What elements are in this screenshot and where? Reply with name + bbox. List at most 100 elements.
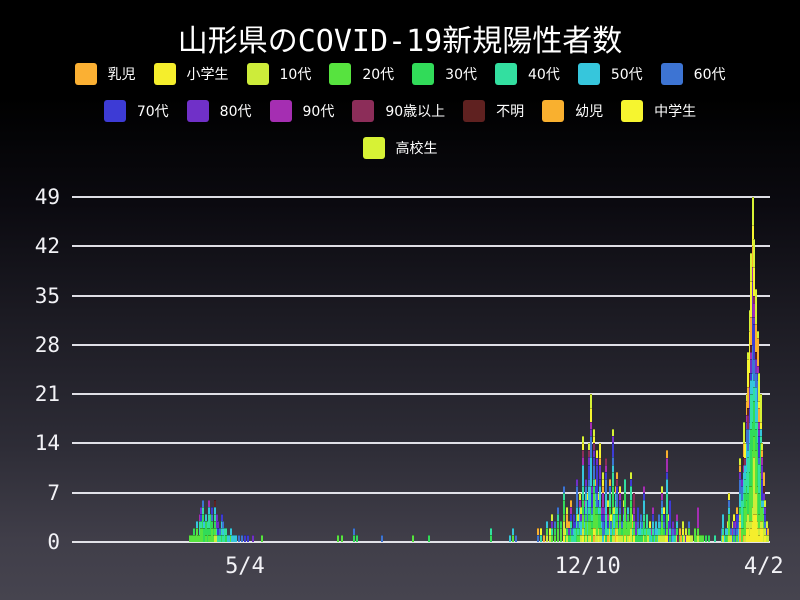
- legend-swatch-icon: [153, 63, 176, 85]
- bar-segment: [564, 527, 567, 535]
- bar-segment: [588, 513, 591, 521]
- bar-segment: [214, 534, 217, 542]
- bar-segment: [589, 436, 592, 458]
- bar-segment: [650, 527, 653, 535]
- bar-segment: [751, 267, 754, 282]
- legend-swatch-icon: [362, 137, 385, 159]
- stacked-bar: [201, 499, 204, 542]
- bar-segment: [764, 520, 767, 528]
- bar-segment: [748, 309, 751, 331]
- bar-segment: [589, 422, 592, 430]
- bar-segment: [588, 506, 591, 514]
- bar-segment: [600, 534, 603, 542]
- bar-segment: [754, 422, 757, 430]
- bar-segment: [580, 534, 583, 542]
- bar-segment: [613, 513, 616, 528]
- bar-segment: [592, 527, 595, 535]
- bar-segment: [596, 492, 599, 507]
- bar-segment: [591, 506, 594, 514]
- stacked-bar: [220, 513, 223, 542]
- bar-segment: [762, 506, 765, 514]
- bar-segment: [670, 534, 673, 542]
- stacked-bar: [490, 527, 493, 542]
- bar-segment: [606, 527, 609, 535]
- bar-segment: [736, 527, 739, 535]
- stacked-bar: [636, 506, 639, 542]
- bar-segment: [606, 513, 609, 521]
- bar-segment: [630, 485, 633, 500]
- bar-segment: [756, 443, 759, 486]
- stacked-bar: [222, 520, 225, 542]
- bar-segment: [635, 520, 637, 535]
- bar-segment: [652, 520, 655, 528]
- bar-segment: [627, 513, 630, 521]
- stacked-bar: [617, 513, 620, 542]
- bar-segment: [600, 520, 603, 528]
- stacked-bar: [198, 513, 201, 542]
- bar-segment: [619, 506, 622, 514]
- stacked-bar: [211, 506, 214, 542]
- bar-segment: [754, 323, 757, 352]
- stacked-bar: [627, 506, 630, 542]
- bar-segment: [761, 527, 764, 542]
- bar-segment: [553, 520, 556, 528]
- bar-segment: [577, 527, 580, 535]
- stacked-bar: [594, 478, 597, 542]
- bar-segment: [614, 513, 617, 528]
- bar-segment: [767, 527, 770, 535]
- bar-segment: [620, 534, 623, 542]
- bar-segment: [739, 506, 742, 514]
- bar-segment: [557, 520, 560, 528]
- bar-segment: [661, 485, 664, 493]
- bar-segment: [247, 534, 250, 542]
- bar-segment: [664, 527, 667, 535]
- bar-segment: [747, 513, 750, 528]
- stacked-bar: [689, 534, 692, 542]
- stacked-bar: [209, 513, 212, 542]
- y-axis-tick-label: 7: [47, 480, 60, 505]
- bar-segment: [201, 506, 204, 514]
- bar-segment: [762, 513, 765, 528]
- bar-segment: [591, 520, 594, 528]
- bar-segment: [625, 527, 628, 542]
- bar-segment: [747, 527, 750, 542]
- stacked-bar: [767, 527, 770, 542]
- bar-segment: [592, 450, 595, 458]
- stacked-bar: [412, 534, 415, 542]
- bar-segment: [748, 330, 751, 373]
- bar-segment: [649, 527, 652, 542]
- bar-segment: [624, 534, 627, 542]
- bar-segment: [353, 534, 355, 542]
- bar-segment: [569, 506, 572, 514]
- stacked-bar: [212, 527, 215, 542]
- bar-segment: [652, 527, 655, 535]
- bar-segment: [733, 513, 736, 521]
- bar-segment: [594, 527, 597, 542]
- stacked-bar: [624, 478, 627, 542]
- bar-segment: [616, 513, 619, 521]
- stacked-bar: [611, 429, 614, 542]
- bar-segment: [753, 323, 756, 359]
- bar-segment: [756, 422, 759, 444]
- stacked-bar: [622, 499, 625, 542]
- y-axis-tick-label: 49: [34, 185, 60, 209]
- legend-item: 20代: [329, 63, 394, 85]
- stacked-bar: [585, 478, 588, 542]
- stacked-bar: [765, 520, 768, 542]
- bar-segment: [585, 534, 588, 542]
- bar-segment: [211, 520, 214, 528]
- bar-segment: [733, 527, 736, 535]
- bar-segment: [610, 513, 613, 521]
- bar-segment: [745, 485, 748, 500]
- bar-segment: [189, 534, 192, 542]
- bar-segment: [578, 499, 581, 507]
- bar-segment: [633, 492, 636, 507]
- bar-segment: [536, 527, 539, 535]
- bar-segment: [200, 527, 203, 542]
- legend-label: 10代: [279, 67, 312, 83]
- bar-segment: [633, 506, 636, 514]
- bar-segment: [730, 527, 733, 535]
- bar-segment: [751, 344, 754, 373]
- bar-segment: [616, 471, 619, 479]
- bar-segment: [675, 513, 678, 521]
